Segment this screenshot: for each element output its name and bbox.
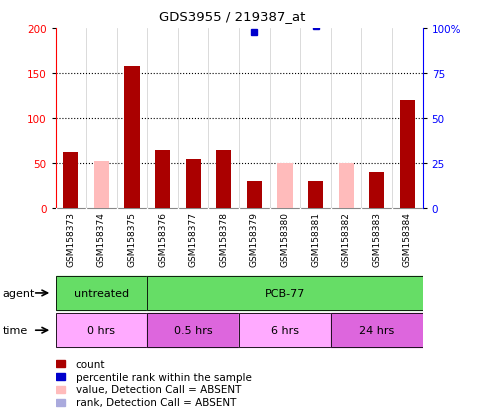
Text: GDS3955 / 219387_at: GDS3955 / 219387_at xyxy=(158,10,305,23)
Bar xyxy=(147,276,423,310)
Bar xyxy=(239,313,331,347)
Bar xyxy=(56,360,65,367)
Text: GSM158376: GSM158376 xyxy=(158,212,167,267)
Text: rank, Detection Call = ABSENT: rank, Detection Call = ABSENT xyxy=(76,397,236,407)
Bar xyxy=(400,101,415,209)
Bar xyxy=(147,276,423,310)
Bar xyxy=(56,313,147,347)
Text: GSM158381: GSM158381 xyxy=(311,212,320,267)
Text: untreated: untreated xyxy=(74,288,129,298)
Text: value, Detection Call = ABSENT: value, Detection Call = ABSENT xyxy=(76,385,241,394)
Bar xyxy=(239,313,331,347)
Text: time: time xyxy=(2,325,28,335)
Bar xyxy=(56,373,65,380)
Text: GSM158373: GSM158373 xyxy=(66,212,75,267)
Text: GSM158379: GSM158379 xyxy=(250,212,259,267)
Bar xyxy=(308,182,323,209)
Text: 0 hrs: 0 hrs xyxy=(87,325,115,335)
Text: GSM158382: GSM158382 xyxy=(341,212,351,267)
Text: GSM158377: GSM158377 xyxy=(189,212,198,267)
Bar xyxy=(56,386,65,393)
Text: percentile rank within the sample: percentile rank within the sample xyxy=(76,372,252,382)
Bar xyxy=(339,164,354,209)
Bar xyxy=(247,182,262,209)
Bar xyxy=(147,313,239,347)
Text: PCB-77: PCB-77 xyxy=(265,288,305,298)
Text: count: count xyxy=(76,359,105,369)
Bar xyxy=(94,162,109,209)
Bar xyxy=(63,153,78,209)
Text: GSM158374: GSM158374 xyxy=(97,212,106,267)
Bar xyxy=(369,173,384,209)
Bar xyxy=(155,150,170,209)
Bar xyxy=(56,399,65,406)
Text: agent: agent xyxy=(2,288,35,298)
Text: GSM158380: GSM158380 xyxy=(281,212,289,267)
Bar xyxy=(147,313,239,347)
Bar xyxy=(277,164,293,209)
Bar xyxy=(216,150,231,209)
Text: GSM158384: GSM158384 xyxy=(403,212,412,267)
Text: GSM158378: GSM158378 xyxy=(219,212,228,267)
Text: 6 hrs: 6 hrs xyxy=(271,325,299,335)
Bar xyxy=(331,313,423,347)
Bar xyxy=(125,66,140,209)
Bar xyxy=(56,276,147,310)
Bar xyxy=(56,276,147,310)
Text: 0.5 hrs: 0.5 hrs xyxy=(174,325,213,335)
Bar xyxy=(185,159,201,209)
Text: GSM158375: GSM158375 xyxy=(128,212,137,267)
Bar xyxy=(56,313,147,347)
Bar xyxy=(331,313,423,347)
Text: GSM158383: GSM158383 xyxy=(372,212,381,267)
Text: 24 hrs: 24 hrs xyxy=(359,325,394,335)
